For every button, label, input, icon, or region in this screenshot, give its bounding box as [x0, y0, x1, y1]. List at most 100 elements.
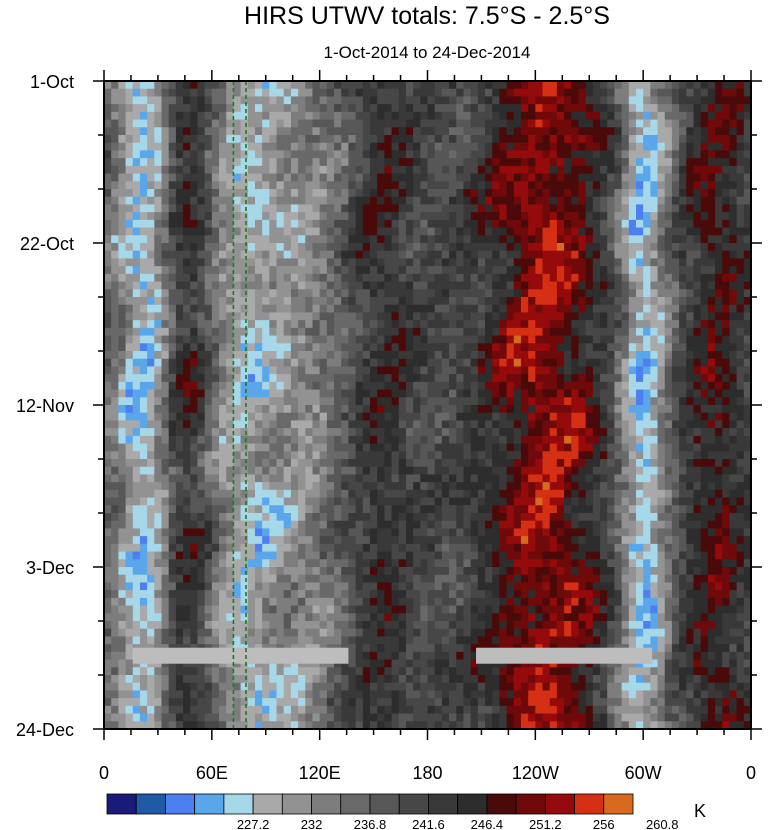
heatmap-cell	[485, 366, 493, 375]
heatmap-cell	[413, 250, 421, 260]
heatmap-cell	[657, 189, 666, 198]
heatmap-cell	[736, 343, 745, 352]
heatmap-cell	[312, 273, 321, 283]
heatmap-cell	[643, 212, 651, 221]
heatmap-cell	[715, 389, 723, 398]
heatmap-cell	[413, 358, 421, 368]
heatmap-cell	[456, 297, 465, 306]
heatmap-cell	[254, 127, 263, 136]
heatmap-cell	[341, 96, 350, 105]
heatmap-cell	[535, 312, 544, 321]
heatmap-cell	[513, 227, 522, 236]
heatmap-cell	[707, 150, 716, 159]
heatmap-cell	[405, 127, 414, 136]
heatmap-cell	[183, 250, 191, 260]
heatmap-cell	[154, 358, 163, 368]
heatmap-cell	[269, 165, 278, 175]
heatmap-cell	[132, 428, 141, 437]
heatmap-cell	[384, 335, 393, 344]
heatmap-cell	[700, 482, 709, 491]
heatmap-cell	[183, 189, 191, 198]
heatmap-cell	[434, 489, 443, 499]
heatmap-cell	[247, 135, 256, 144]
heatmap-cell	[607, 366, 616, 375]
heatmap-cell	[578, 173, 587, 182]
heatmap-cell	[334, 150, 342, 159]
heatmap-cell	[247, 474, 256, 483]
heatmap-cell	[183, 158, 191, 167]
heatmap-cell	[240, 81, 249, 90]
heatmap-cell	[492, 173, 500, 182]
heatmap-cell	[671, 135, 680, 144]
heatmap-cell	[283, 489, 292, 499]
heatmap-cell	[578, 250, 587, 260]
heatmap-cell	[147, 142, 155, 152]
heatmap-cell	[693, 88, 702, 98]
heatmap-cell	[585, 381, 594, 391]
heatmap-cell	[456, 181, 465, 190]
heatmap-cell	[542, 88, 551, 98]
heatmap-cell	[111, 266, 119, 275]
heatmap-cell	[125, 374, 134, 383]
heatmap-cell	[139, 389, 148, 398]
heatmap-cell	[348, 366, 357, 375]
heatmap-cell	[405, 335, 414, 344]
heatmap-cell	[499, 212, 508, 221]
heatmap-cell	[707, 366, 716, 375]
heatmap-cell	[312, 127, 321, 136]
heatmap-cell	[226, 111, 234, 121]
heatmap-cell	[643, 397, 651, 406]
heatmap-cell	[355, 351, 364, 360]
heatmap-cell	[362, 158, 371, 167]
heatmap-cell	[226, 273, 234, 283]
heatmap-cell	[276, 165, 285, 175]
heatmap-cell	[722, 366, 731, 375]
heatmap-cell	[528, 142, 536, 152]
heatmap-cell	[104, 497, 112, 506]
heatmap-cell	[254, 381, 263, 391]
heatmap-cell	[147, 335, 155, 344]
heatmap-cell	[592, 351, 601, 360]
heatmap-cell	[405, 150, 414, 159]
heatmap-cell	[449, 212, 457, 221]
heatmap-cell	[161, 343, 170, 352]
heatmap-cell	[614, 482, 623, 491]
heatmap-cell	[384, 358, 393, 368]
heatmap-cell	[175, 219, 184, 229]
heatmap-cell	[161, 443, 170, 452]
heatmap-cell	[104, 181, 112, 190]
heatmap-cell	[139, 412, 148, 422]
heatmap-cell	[262, 158, 270, 167]
heatmap-cell	[334, 219, 342, 229]
heatmap-cell	[175, 358, 184, 368]
heatmap-cell	[485, 412, 493, 422]
heatmap-cell	[556, 312, 565, 321]
heatmap-cell	[679, 482, 687, 491]
heatmap-cell	[513, 374, 522, 383]
heatmap-cell	[506, 405, 515, 414]
heatmap-cell	[168, 281, 177, 290]
heatmap-cell	[312, 235, 321, 244]
heatmap-cell	[679, 258, 687, 267]
heatmap-cell	[405, 88, 414, 98]
heatmap-cell	[254, 343, 263, 352]
heatmap-cell	[485, 219, 493, 229]
heatmap-cell	[226, 351, 234, 360]
heatmap-cell	[197, 127, 206, 136]
heatmap-cell	[348, 196, 357, 206]
heatmap-cell	[377, 320, 385, 329]
heatmap-cell	[183, 212, 191, 221]
heatmap-cell	[520, 489, 529, 499]
heatmap-cell	[125, 81, 134, 90]
heatmap-cell	[477, 142, 486, 152]
heatmap-cell	[183, 381, 191, 391]
heatmap-cell	[463, 181, 472, 190]
heatmap-cell	[736, 212, 745, 221]
heatmap-cell	[707, 227, 716, 236]
heatmap-cell	[290, 466, 299, 476]
heatmap-cell	[226, 189, 234, 198]
heatmap-cell	[650, 412, 659, 422]
heatmap-cell	[233, 266, 242, 275]
heatmap-cell	[298, 150, 306, 159]
heatmap-cell	[722, 173, 731, 182]
